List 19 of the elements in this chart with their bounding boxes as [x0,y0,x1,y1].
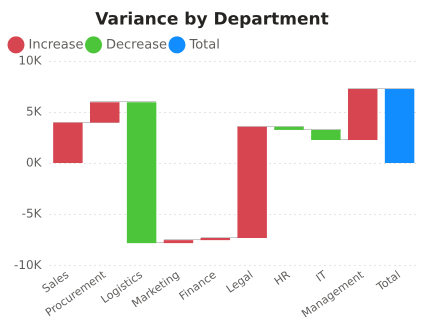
bar [237,126,267,238]
bar [164,240,194,244]
bar [348,88,378,140]
bar [384,88,414,164]
y-tick-label: -5K [22,206,43,221]
bar [90,102,120,123]
y-tick-label: -10K [14,258,43,272]
legend-label: Decrease [106,37,167,52]
legend-label: Increase [28,37,84,52]
legend-label: Total [188,37,220,52]
y-tick-label: 0K [26,156,43,170]
bar [274,126,304,130]
y-tick-label: 10K [18,54,43,68]
chart-title: Variance by Department [95,10,329,30]
bar [311,130,341,140]
x-tick-label: HR [272,268,293,288]
bar [53,122,83,164]
y-tick-label: 5K [26,104,43,119]
bar [126,102,156,244]
